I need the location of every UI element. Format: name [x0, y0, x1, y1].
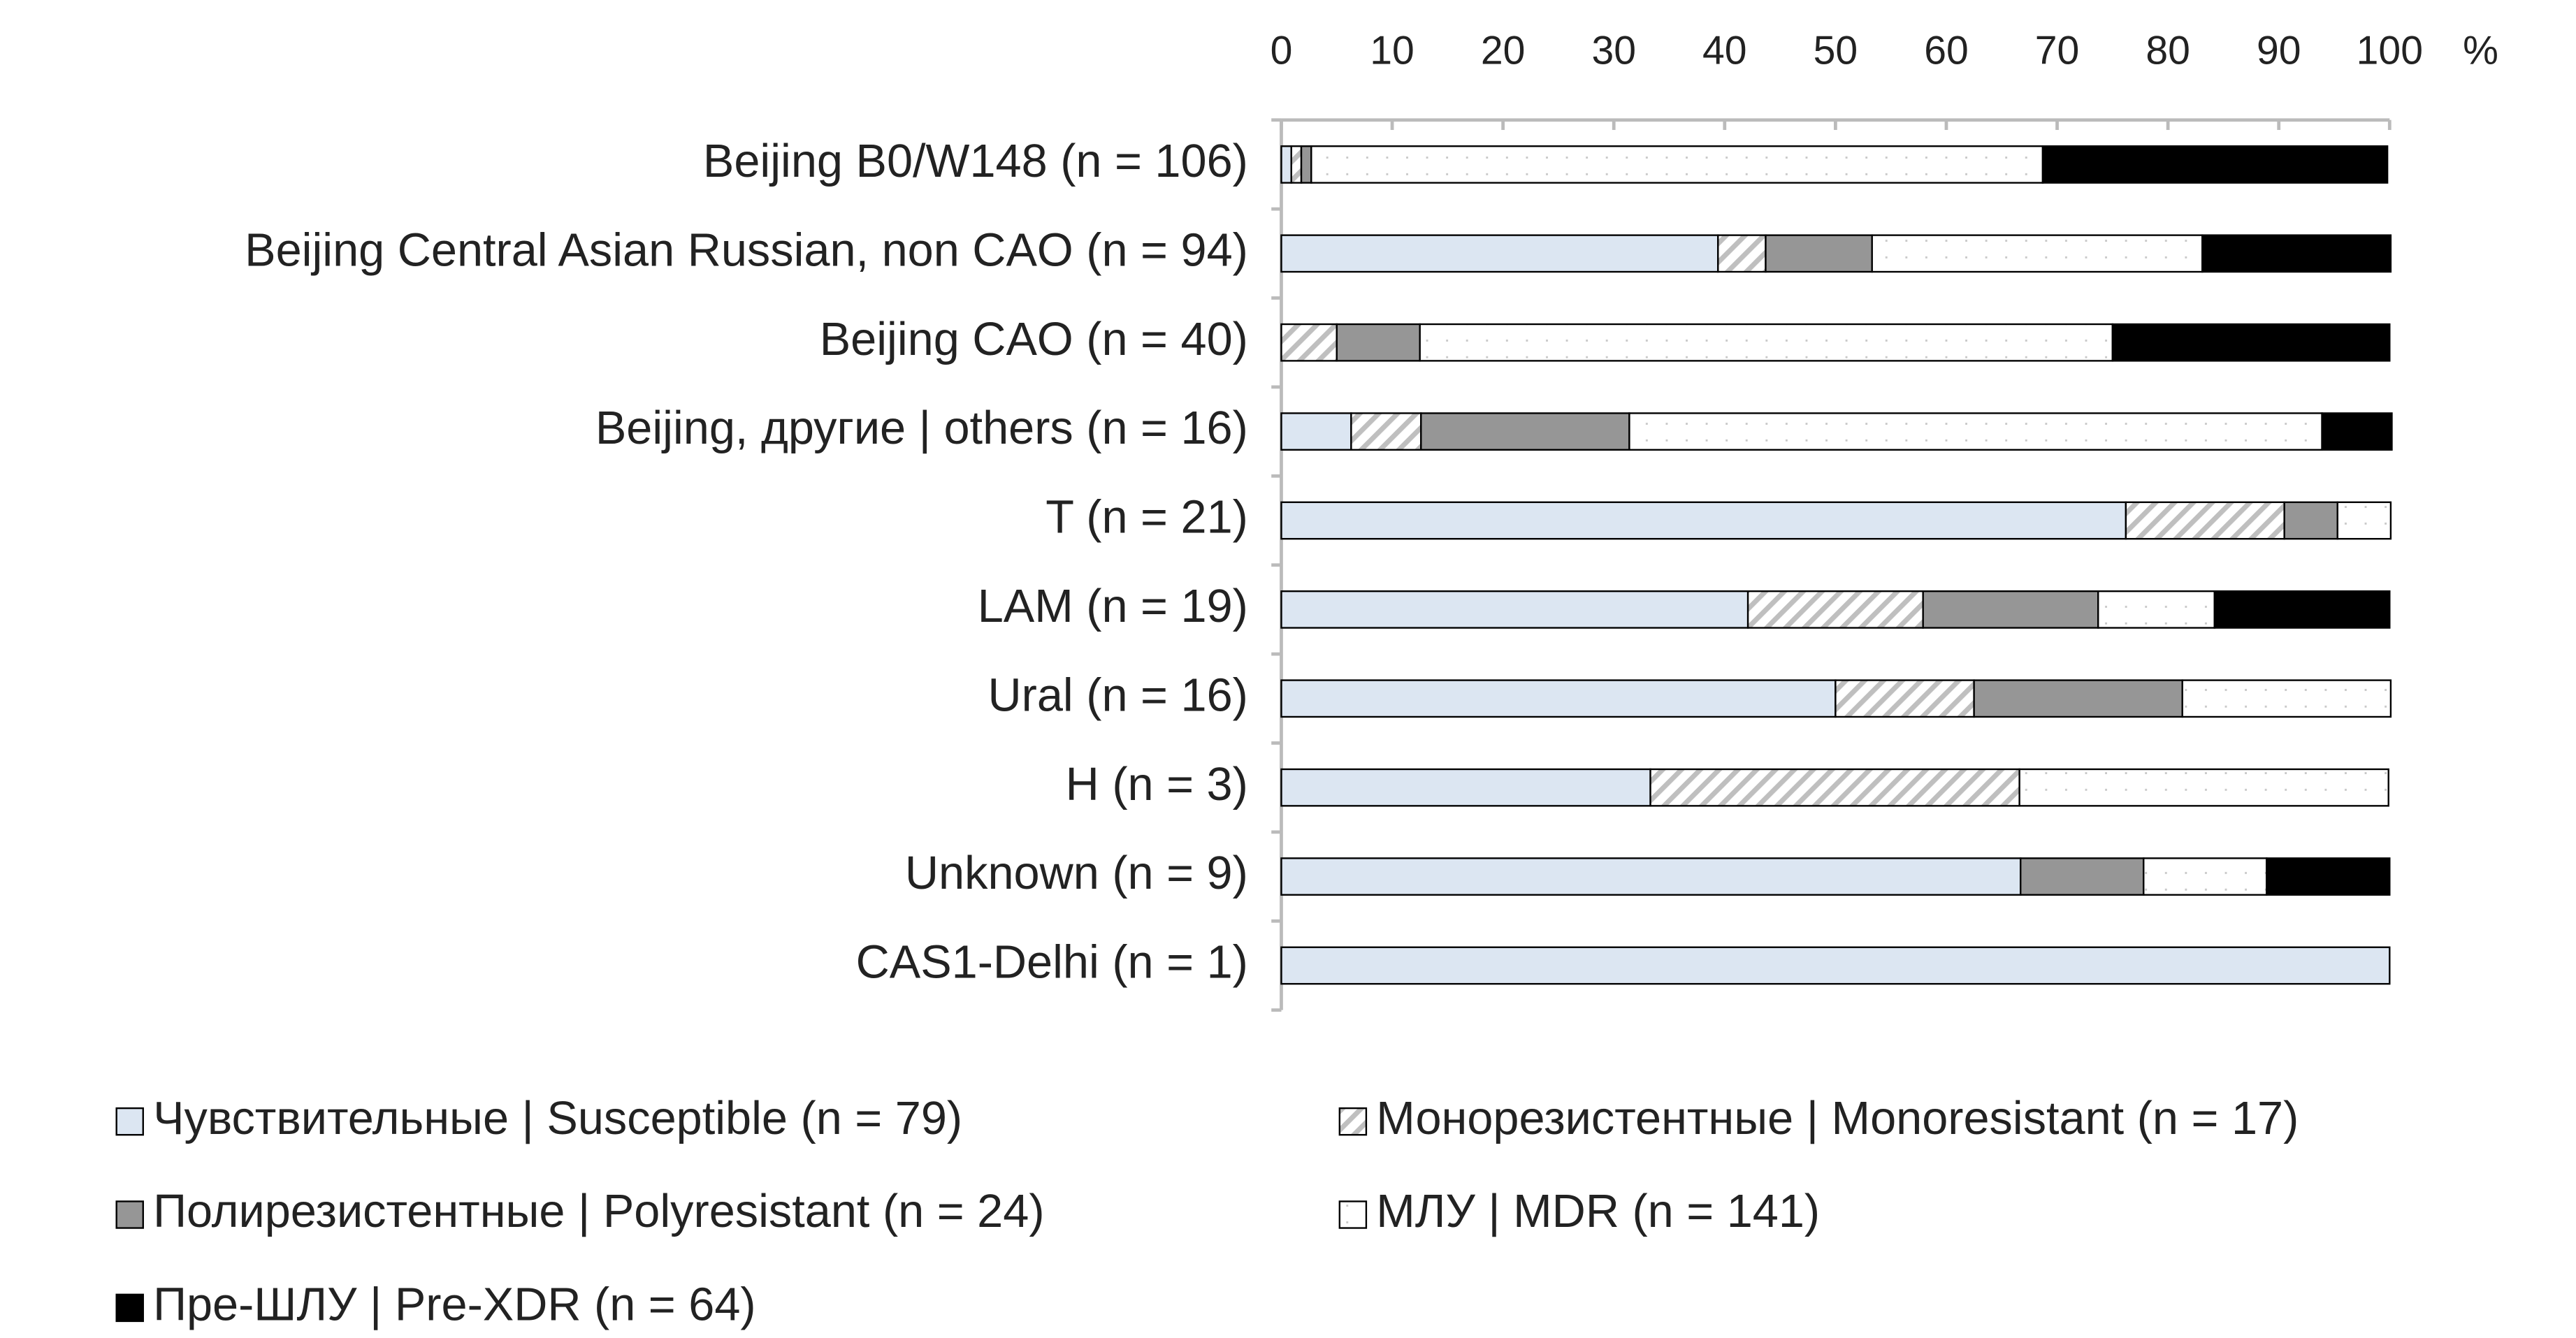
category-label: Beijing B0/W148 (n = 106): [703, 136, 1248, 187]
category-label: Unknown (n = 9): [905, 848, 1248, 899]
legend-swatch: [1338, 1200, 1368, 1229]
bar-segment: [1280, 412, 1352, 451]
bar-segment: [1280, 234, 1719, 273]
bar-segment: [2125, 501, 2285, 540]
bar-segment: [1419, 323, 2114, 362]
x-tick-label: 70: [2035, 29, 2080, 73]
bar-segment: [2266, 857, 2391, 896]
bar-segment: [1280, 323, 1338, 362]
bar-segment: [1280, 145, 1292, 184]
x-tick-label: 90: [2257, 29, 2301, 73]
bar-segment: [1280, 590, 1749, 629]
bar-segment: [1973, 679, 2183, 718]
legend-label: Монорезистентные | Monoresistant (n = 17…: [1376, 1093, 2299, 1144]
category-label: Ural (n = 16): [988, 669, 1248, 721]
x-tick-label: 0: [1271, 29, 1293, 73]
legend-label: МЛУ | MDR (n = 141): [1376, 1186, 1820, 1237]
legend-label: Полирезистентные | Polyresistant (n = 24…: [153, 1186, 1044, 1237]
bar-segment: [1717, 234, 1767, 273]
bar-segment: [1922, 590, 2099, 629]
legend-swatch: [115, 1293, 144, 1323]
bar-segment: [1628, 412, 2323, 451]
bar-segment: [1765, 234, 1873, 273]
bar-segment: [1835, 679, 1975, 718]
bar-segment: [2321, 412, 2393, 451]
category-label: CAS1-Delhi (n = 1): [856, 937, 1248, 989]
bar-segment: [2111, 323, 2391, 362]
bar-segment: [1350, 412, 1422, 451]
x-tick-label: 20: [1481, 29, 1526, 73]
legend-label: Чувствительные | Susceptible (n = 79): [153, 1093, 962, 1144]
bar-segment: [2336, 501, 2392, 540]
bar-segment: [2213, 590, 2391, 629]
category-label: Beijing CAO (n = 40): [820, 314, 1248, 365]
x-tick-label: 80: [2146, 29, 2190, 73]
bar-segment: [1280, 501, 2127, 540]
category-label: Beijing, другие | others (n = 16): [595, 402, 1248, 454]
x-tick-label: 100: [2357, 29, 2423, 73]
legend-swatch: [115, 1200, 144, 1229]
bar-segment: [1420, 412, 1630, 451]
bar-segment: [2143, 857, 2268, 896]
bar-segment: [2201, 234, 2392, 273]
bar-segment: [1280, 946, 2391, 985]
bar-segment: [2097, 590, 2215, 629]
legend-swatch: [115, 1107, 144, 1136]
bar-segment: [2181, 679, 2392, 718]
bar-segment: [1310, 145, 2044, 184]
x-tick-label: 30: [1591, 29, 1636, 73]
bar-segment: [2020, 857, 2145, 896]
bar-segment: [1649, 768, 2020, 807]
bar-segment: [1290, 145, 1303, 184]
category-label: LAM (n = 19): [978, 581, 1248, 632]
category-label: T (n = 21): [1045, 492, 1248, 544]
x-tick-label: 50: [1814, 29, 1858, 73]
legend-label: Пре-ШЛУ | Pre-XDR (n = 64): [153, 1279, 756, 1330]
category-label: H (n = 3): [1066, 759, 1248, 810]
bar-segment: [1280, 679, 1837, 718]
bar-segment: [1746, 590, 1924, 629]
category-label: Beijing Central Asian Russian, non CAO (…: [245, 224, 1248, 276]
x-tick-label: 10: [1370, 29, 1414, 73]
bar-segment: [1300, 145, 1312, 184]
bar-segment: [2018, 768, 2389, 807]
bar-segment: [1336, 323, 1421, 362]
x-axis-unit: %: [2463, 29, 2498, 73]
bar-segment: [1280, 857, 2022, 896]
x-tick-label: 40: [1702, 29, 1747, 73]
bar-segment: [2041, 145, 2389, 184]
x-tick-label: 60: [1924, 29, 1969, 73]
legend-swatch: [1338, 1107, 1368, 1136]
bar-segment: [2283, 501, 2338, 540]
bar-segment: [1871, 234, 2204, 273]
bar-segment: [1280, 768, 1651, 807]
